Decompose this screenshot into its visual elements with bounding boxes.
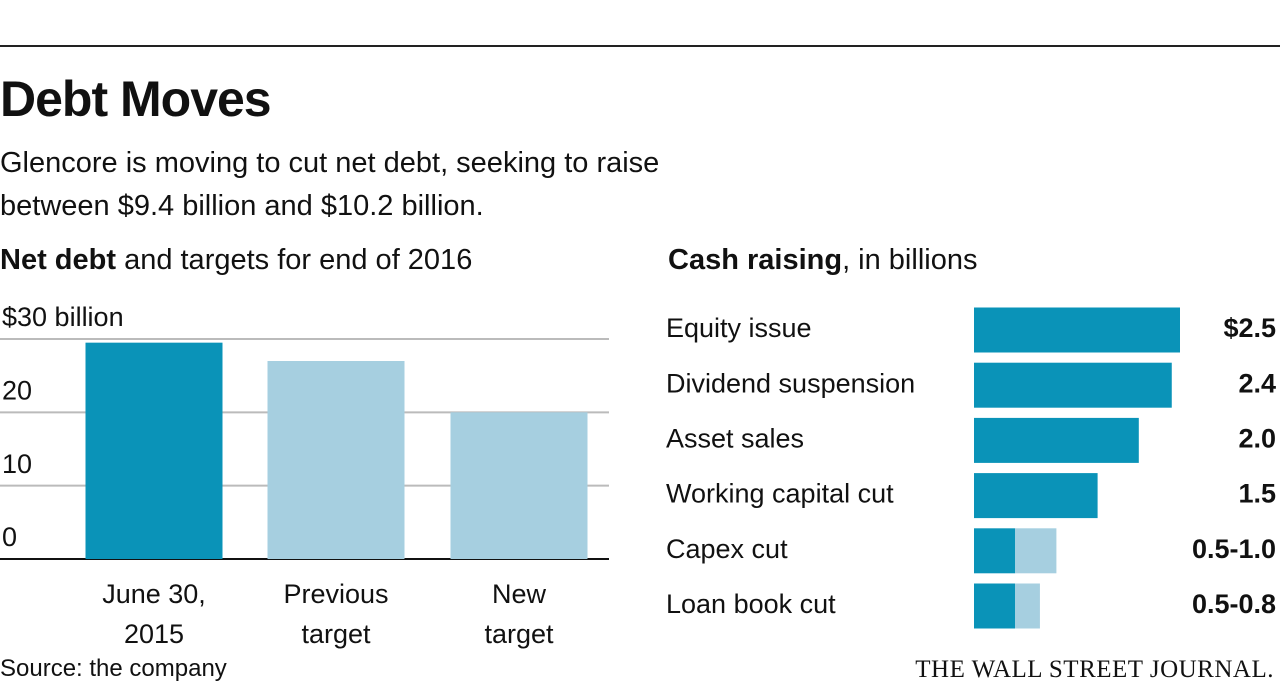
title: Debt Moves <box>0 71 272 127</box>
y-tick-label: $30 billion <box>2 302 124 332</box>
value-label: 0.5-1.0 <box>1192 534 1276 564</box>
y-tick-label: 10 <box>2 449 32 479</box>
source: Source: the company <box>0 655 227 682</box>
bar <box>974 473 1098 519</box>
bar-range <box>1015 528 1057 574</box>
bar <box>974 362 1172 408</box>
category-label: Dividend suspension <box>666 368 915 398</box>
x-tick-label: June 30, 2015 <box>102 579 206 649</box>
bar <box>85 342 223 559</box>
bar <box>974 307 1180 353</box>
category-label: Equity issue <box>666 313 812 343</box>
chart-title: Net debt and targets for end of 2016 <box>0 244 472 277</box>
category-label: Loan book cut <box>666 589 836 619</box>
chart-title-bold: Net debt <box>0 244 116 276</box>
chart-title-rest: , in billions <box>842 244 978 276</box>
credit: THE WALL STREET JOURNAL. <box>915 656 1274 683</box>
x-tick-label: Previous target <box>283 579 389 649</box>
chart-title-bold: Cash raising <box>668 244 843 276</box>
bar <box>974 583 1016 629</box>
bar <box>974 417 1139 463</box>
value-label: 1.5 <box>1238 479 1276 509</box>
category-label: Capex cut <box>666 534 788 564</box>
value-label: 0.5-0.8 <box>1192 589 1276 619</box>
value-label: $2.5 <box>1223 313 1276 343</box>
bar <box>267 361 405 559</box>
chart-title-rest: and targets for end of 2016 <box>124 244 473 276</box>
chart-title: Cash raising, in billions <box>668 244 977 277</box>
bar <box>974 528 1016 574</box>
value-label: 2.0 <box>1238 424 1276 454</box>
bar-range <box>1015 583 1040 629</box>
x-tick-label: New target <box>484 579 554 649</box>
bar <box>450 412 588 559</box>
value-label: 2.4 <box>1238 368 1276 398</box>
y-tick-label: 0 <box>2 522 17 552</box>
y-tick-label: 20 <box>2 375 32 405</box>
subtitle: Glencore is moving to cut net debt, seek… <box>0 147 660 222</box>
category-label: Asset sales <box>666 424 804 454</box>
category-label: Working capital cut <box>666 479 894 509</box>
